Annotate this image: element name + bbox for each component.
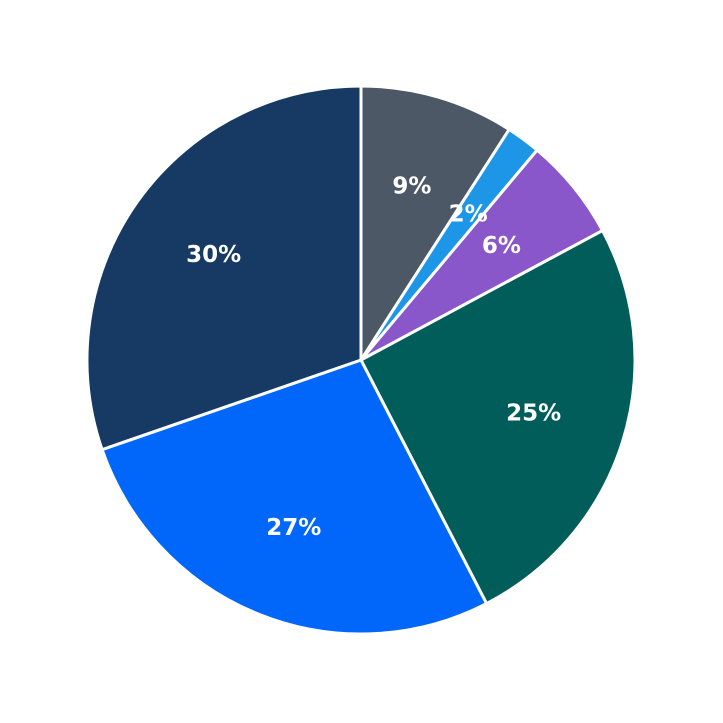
pie-slice-label-25pct: 25% [506, 401, 561, 427]
pie-slice-label-2pct: 2% [449, 201, 488, 227]
pie-slice-label-6pct: 6% [482, 233, 521, 259]
pie-slice-label-27pct: 27% [266, 515, 321, 541]
pie-slice-27pct [100, 358, 489, 636]
pie-slice-label-30pct: 30% [186, 242, 241, 268]
pie-slice-9pct [359, 84, 511, 362]
pie-slice-25pct [359, 229, 637, 606]
pie-slice-label-9pct: 9% [392, 174, 431, 200]
pie-slice-30pct [85, 84, 363, 452]
